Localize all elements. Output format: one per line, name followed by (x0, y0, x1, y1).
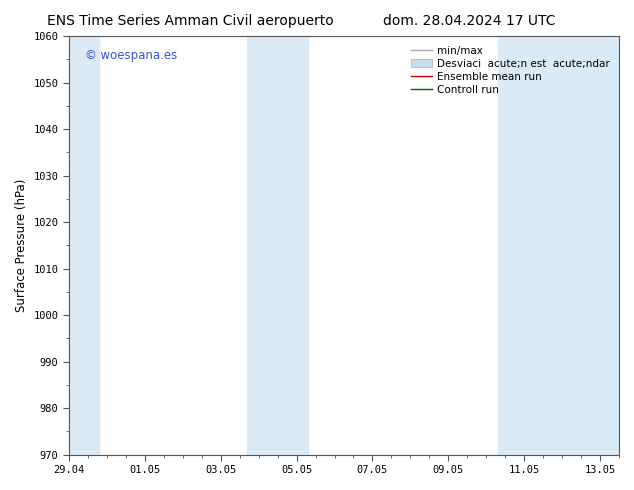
Y-axis label: Surface Pressure (hPa): Surface Pressure (hPa) (15, 179, 28, 312)
Text: © woespana.es: © woespana.es (86, 49, 178, 62)
Bar (498, 36, 619, 455)
Legend: min/max, Desviaci  acute;n est  acute;ndar, Ensemble mean run, Controll run: min/max, Desviaci acute;n est acute;ndar… (406, 41, 614, 99)
Bar (247, 36, 308, 455)
Text: dom. 28.04.2024 17 UTC: dom. 28.04.2024 17 UTC (383, 14, 555, 28)
Text: ENS Time Series Amman Civil aeropuerto: ENS Time Series Amman Civil aeropuerto (47, 14, 333, 28)
Bar (69, 36, 100, 455)
